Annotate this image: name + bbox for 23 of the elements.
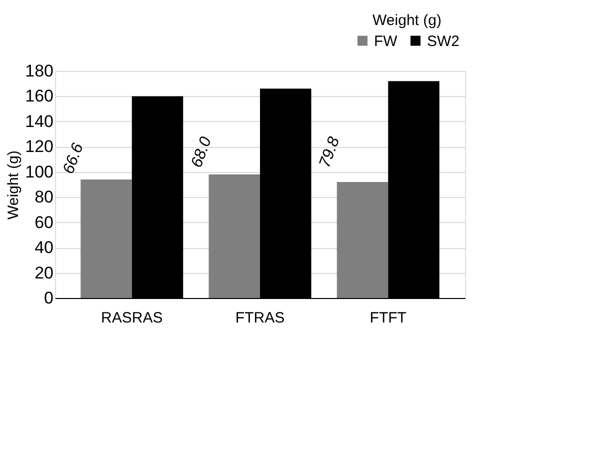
x-tick-label: FTRAS	[235, 310, 285, 326]
y-tick-label: 120	[25, 137, 54, 156]
legend-label: SW2	[427, 32, 460, 50]
bar	[208, 174, 260, 298]
annotation: 66.6	[60, 141, 87, 176]
y-tick-label: 60	[34, 212, 54, 232]
annotation: 68.0	[188, 134, 216, 170]
y-tick-label: 100	[25, 162, 54, 182]
annotation: 79.8	[316, 134, 344, 170]
x-tick-label: FTFT	[370, 310, 406, 326]
y-tick-label: 0	[44, 288, 54, 308]
y-tick-label: 180	[25, 62, 54, 80]
y-axis-title: Weight (g)	[5, 150, 22, 220]
legend-title: Weight (g)	[372, 12, 442, 29]
y-tick-label: 20	[34, 263, 54, 282]
bar	[336, 182, 388, 298]
y-tick-label: 80	[34, 188, 54, 207]
x-tick-label: RASRAS	[101, 310, 163, 326]
y-tick-label: 40	[34, 238, 54, 258]
bar	[80, 179, 132, 298]
y-tick-label: 140	[25, 112, 54, 131]
legend-label: FW	[374, 32, 398, 50]
y-tick-label: 160	[25, 86, 54, 106]
